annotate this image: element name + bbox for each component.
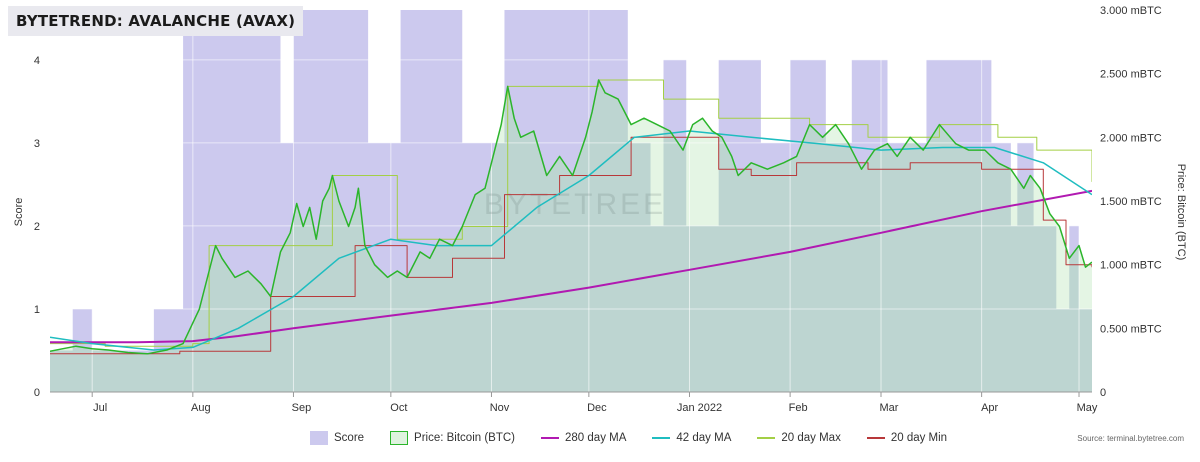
x-tick-label: Feb (789, 402, 808, 414)
y-left-tick-label: 0 (34, 387, 40, 399)
y-left-tick-label: 2 (34, 221, 40, 233)
legend-item[interactable]: 20 day Max (757, 432, 841, 444)
x-tick-label: Oct (390, 402, 407, 414)
x-tick-label: Apr (981, 402, 998, 414)
chart-title: BYTETREND: AVALANCHE (AVAX) (8, 6, 304, 36)
legend: Score Price: Bitcoin (BTC) 280 day MA 42 da… (310, 429, 973, 447)
x-tick-label: Sep (292, 402, 312, 414)
y-left-tick-label: 1 (34, 304, 40, 316)
legend-swatch (866, 437, 885, 439)
y-right-axis-label: Price: Bitcoin (BTC) (1175, 164, 1187, 261)
y-right-tick-label: 1.500 mBTC (1100, 196, 1162, 208)
overlap-area (50, 80, 1092, 392)
legend-item[interactable]: 280 day MA (541, 432, 626, 444)
y-right-tick-label: 2.500 mBTC (1100, 69, 1162, 81)
y-right-tick-label: 0.500 mBTC (1100, 323, 1162, 335)
x-tick-label: May (1077, 402, 1098, 414)
line-280-day-ma (50, 189, 1092, 344)
legend-swatch (757, 437, 776, 439)
legend-label: 20 day Min (890, 432, 948, 444)
y-left-tick-label: 4 (34, 55, 40, 67)
legend-label: Score (334, 432, 365, 444)
x-tick-label: Nov (490, 402, 510, 414)
y-right-tick-label: 1.000 mBTC (1100, 260, 1162, 272)
legend-item[interactable]: Score (310, 431, 364, 445)
legend-label: Price: Bitcoin (BTC) (414, 432, 516, 444)
x-tick-label: Dec (587, 402, 607, 414)
y-right-tick-label: 3.000 mBTC (1100, 5, 1162, 17)
x-tick-label: Aug (191, 402, 211, 414)
x-tick-label: Jul (93, 402, 107, 414)
legend-item[interactable]: 42 day MA (652, 432, 731, 444)
legend-item[interactable]: Price: Bitcoin (BTC) (390, 431, 515, 445)
legend-label: 280 day MA (565, 432, 627, 444)
legend-item[interactable]: 20 day Min (866, 432, 948, 444)
legend-swatch (310, 431, 328, 445)
y-left-tick-label: 3 (34, 138, 40, 150)
line-price (50, 79, 1092, 355)
x-tick-label: Mar (880, 402, 899, 414)
watermark: BYTETREE (484, 188, 666, 221)
legend-swatch (652, 437, 671, 439)
legend-label: 20 day Max (781, 432, 841, 444)
legend-swatch (541, 437, 560, 439)
source-note: Source: terminal.bytetree.com (1077, 434, 1184, 443)
y-left-axis-label: Score (13, 198, 25, 227)
legend-swatch (390, 431, 409, 445)
y-right-tick-label: 0 (1100, 387, 1106, 399)
x-tick-label: Jan 2022 (677, 402, 722, 414)
legend-label: 42 day MA (676, 432, 732, 444)
y-right-tick-label: 2.000 mBTC (1100, 132, 1162, 144)
